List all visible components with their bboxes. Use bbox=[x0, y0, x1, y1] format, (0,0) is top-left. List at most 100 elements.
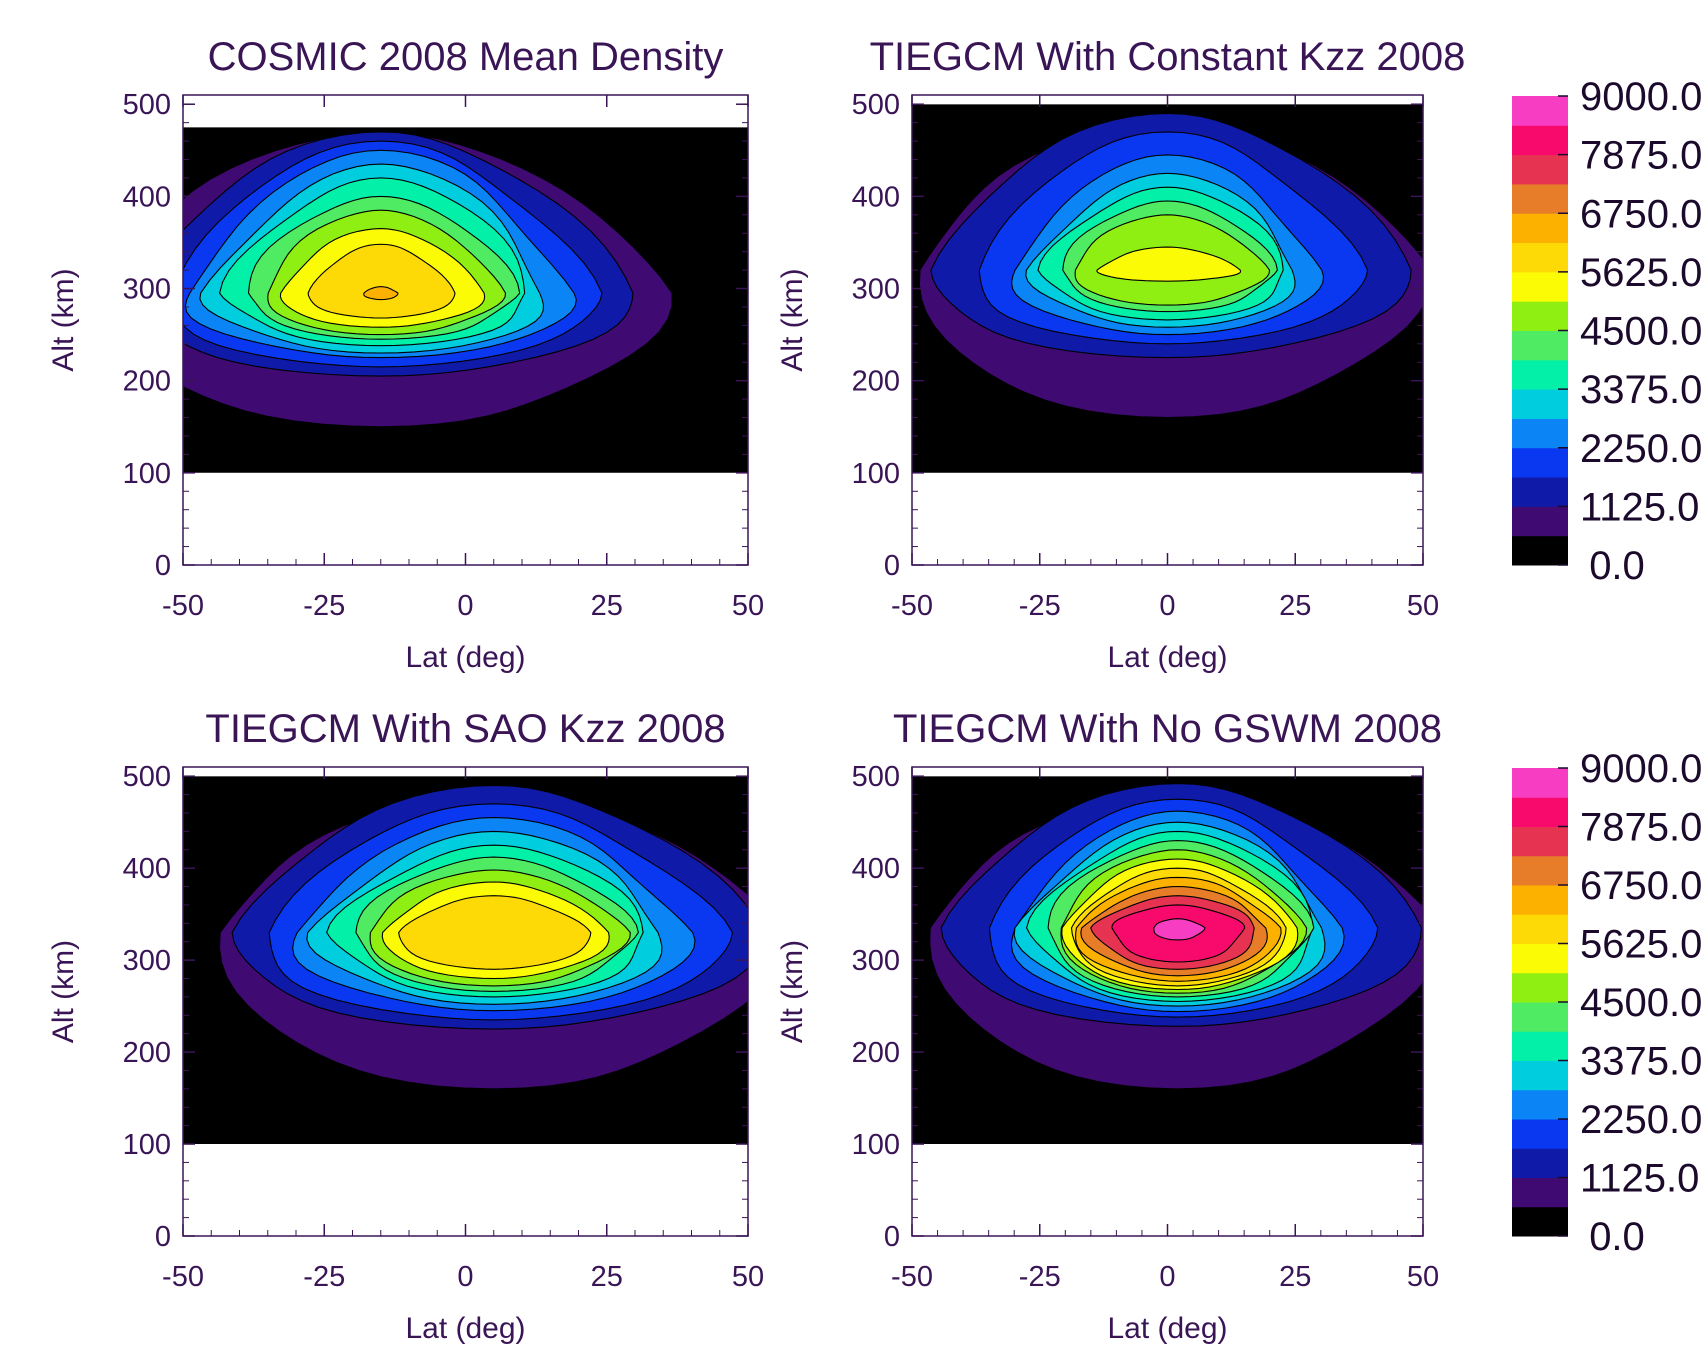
x-axis-label: Lat (deg) bbox=[1107, 641, 1227, 674]
colorbar-bin bbox=[1512, 1060, 1568, 1091]
colorbar-bin bbox=[1512, 301, 1568, 331]
colorbar-bin bbox=[1512, 330, 1568, 361]
colorbar-label: 6750.0 bbox=[1580, 192, 1702, 236]
y-tick-label: 0 bbox=[884, 1221, 900, 1253]
contour-field bbox=[183, 127, 748, 473]
colorbar-bin bbox=[1512, 826, 1568, 857]
colorbar-bin bbox=[1512, 1119, 1568, 1149]
colorbar-label: 1125.0 bbox=[1580, 1157, 1699, 1201]
colorbar-bin bbox=[1512, 359, 1568, 390]
colorbar-1: 9000.0 7875.0 6750.0 5625.0 4500.0 3375.0 2250… bbox=[1512, 75, 1702, 588]
x-tick-label: 50 bbox=[1407, 590, 1439, 622]
y-axis-label: Alt (km) bbox=[776, 940, 809, 1043]
y-axis-label: Alt (km) bbox=[776, 268, 809, 371]
colorbar-label: 0.0 bbox=[1589, 544, 1645, 588]
x-tick-label: -25 bbox=[303, 590, 345, 622]
panel-title: TIEGCM With Constant Kzz 2008 bbox=[870, 35, 1466, 79]
x-tick-label: 0 bbox=[1159, 590, 1175, 622]
colorbar-label: 4500.0 bbox=[1580, 981, 1702, 1025]
colorbar-bin bbox=[1512, 125, 1568, 156]
colorbar-label: 1125.0 bbox=[1580, 485, 1699, 529]
x-tick-label: 25 bbox=[1279, 590, 1311, 622]
colorbar-label: 9000.0 bbox=[1580, 75, 1702, 119]
x-axis-label: Lat (deg) bbox=[1107, 1312, 1227, 1345]
y-tick-label: 100 bbox=[852, 458, 900, 490]
y-tick-label: 100 bbox=[123, 458, 171, 490]
x-tick-label: -50 bbox=[162, 590, 204, 622]
colorbar-bin bbox=[1512, 183, 1568, 214]
y-tick-label: 100 bbox=[852, 1129, 900, 1161]
colorbar-label: 0.0 bbox=[1589, 1215, 1645, 1259]
colorbar-bin bbox=[1512, 96, 1568, 126]
colorbar-bin bbox=[1512, 797, 1568, 827]
y-tick-label: 300 bbox=[852, 945, 900, 977]
y-tick-label: 0 bbox=[155, 550, 171, 582]
x-tick-label: -50 bbox=[162, 1261, 204, 1293]
x-tick-label: 0 bbox=[457, 1261, 473, 1293]
contour-level-11 bbox=[363, 286, 399, 301]
x-tick-label: 50 bbox=[1407, 1261, 1439, 1293]
colorbar-bin bbox=[1512, 855, 1568, 886]
colorbar-bin bbox=[1512, 914, 1568, 944]
colorbar-2: 9000.0 7875.0 6750.0 5625.0 4500.0 3375.0 2250… bbox=[1512, 747, 1702, 1259]
colorbar-label: 7875.0 bbox=[1580, 806, 1702, 850]
y-tick-label: 0 bbox=[884, 550, 900, 582]
x-tick-label: 0 bbox=[457, 590, 473, 622]
y-tick-label: 100 bbox=[123, 1129, 171, 1161]
y-tick-label: 400 bbox=[123, 181, 171, 213]
colorbar-bin bbox=[1512, 389, 1568, 419]
y-tick-label: 200 bbox=[123, 366, 171, 398]
colorbar-label: 5625.0 bbox=[1580, 251, 1702, 295]
colorbar-bin bbox=[1512, 972, 1568, 1003]
colorbar-bin bbox=[1512, 477, 1568, 507]
colorbar-label: 3375.0 bbox=[1580, 1040, 1702, 1084]
y-axis-label: Alt (km) bbox=[47, 268, 80, 371]
colorbar-label: 2250.0 bbox=[1580, 427, 1702, 471]
y-tick-label: 400 bbox=[852, 853, 900, 885]
colorbar-label: 5625.0 bbox=[1580, 923, 1702, 967]
x-tick-label: -50 bbox=[891, 590, 933, 622]
x-tick-label: 25 bbox=[591, 1261, 623, 1293]
y-tick-label: 200 bbox=[852, 366, 900, 398]
y-tick-label: 300 bbox=[123, 274, 171, 306]
contour-level-9 bbox=[1096, 246, 1242, 282]
x-axis-label: Lat (deg) bbox=[405, 1312, 525, 1345]
colorbar-bin bbox=[1512, 885, 1568, 915]
y-tick-label: 300 bbox=[123, 945, 171, 977]
y-tick-label: 200 bbox=[852, 1037, 900, 1069]
x-tick-label: 50 bbox=[732, 590, 764, 622]
colorbar-bin bbox=[1512, 1002, 1568, 1032]
y-tick-label: 500 bbox=[123, 89, 171, 121]
colorbar-label: 4500.0 bbox=[1580, 310, 1702, 354]
x-tick-label: -25 bbox=[1019, 590, 1061, 622]
colorbar-label: 7875.0 bbox=[1580, 134, 1702, 178]
colorbar-bin bbox=[1512, 447, 1568, 478]
colorbar-bin bbox=[1512, 154, 1568, 185]
colorbar-bin bbox=[1512, 1206, 1568, 1237]
contour-field bbox=[183, 776, 748, 1145]
contour-level-15 bbox=[1153, 918, 1206, 941]
colorbar-label: 3375.0 bbox=[1580, 368, 1702, 412]
colorbar-bin bbox=[1512, 943, 1568, 974]
colorbar-label: 2250.0 bbox=[1580, 1098, 1702, 1142]
y-tick-label: 300 bbox=[852, 274, 900, 306]
y-axis-label: Alt (km) bbox=[47, 940, 80, 1043]
y-tick-label: 500 bbox=[123, 761, 171, 793]
y-tick-label: 400 bbox=[852, 181, 900, 213]
colorbar-bin bbox=[1512, 506, 1568, 537]
colorbar-bin bbox=[1512, 418, 1568, 449]
contour-level-10 bbox=[307, 243, 456, 319]
colorbar-bin bbox=[1512, 768, 1568, 798]
x-tick-label: 25 bbox=[591, 590, 623, 622]
x-tick-label: -50 bbox=[891, 1261, 933, 1293]
panel-title: COSMIC 2008 Mean Density bbox=[208, 35, 724, 79]
contour-field bbox=[912, 776, 1423, 1145]
colorbar-bin bbox=[1512, 271, 1568, 302]
colorbars: 9000.0 7875.0 6750.0 5625.0 4500.0 3375.0 2250… bbox=[1512, 75, 1702, 1259]
